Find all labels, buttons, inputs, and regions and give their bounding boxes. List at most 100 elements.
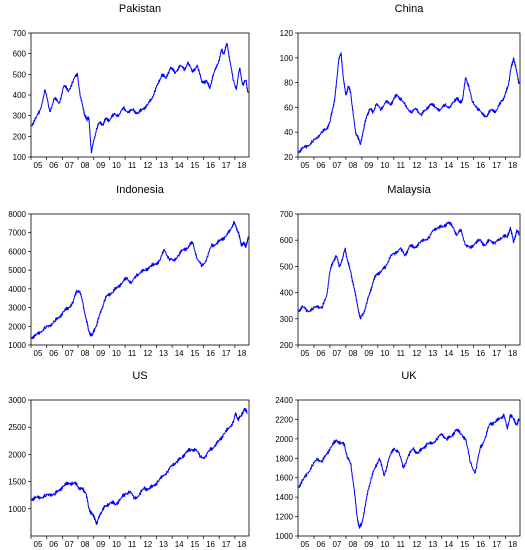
x-tick-label: 14 bbox=[444, 540, 453, 549]
x-tick-label: 09 bbox=[96, 349, 105, 358]
x-tick-label: 12 bbox=[412, 349, 421, 358]
x-tick-label: 17 bbox=[222, 349, 231, 358]
series-line bbox=[297, 413, 520, 529]
x-tick-label: 18 bbox=[237, 540, 246, 549]
x-tick-label: 18 bbox=[508, 540, 517, 549]
y-tick-label: 1800 bbox=[275, 454, 293, 463]
y-tick-label: 5000 bbox=[8, 266, 26, 275]
x-tick-label: 05 bbox=[301, 540, 310, 549]
x-tick-label: 16 bbox=[476, 349, 485, 358]
y-tick-label: 100 bbox=[280, 54, 294, 63]
x-tick-label: 13 bbox=[428, 540, 437, 549]
chart-uk: UK 1000 1200 1400 1600 1800 2000 2200 2400 05 06 07… bbox=[275, 370, 521, 549]
x-tick-label: 11 bbox=[128, 161, 137, 170]
x-tick-label: 06 bbox=[317, 540, 326, 549]
chart-title: Malaysia bbox=[387, 184, 431, 196]
y-tick-label: 700 bbox=[280, 210, 294, 219]
x-tick-label: 09 bbox=[364, 540, 373, 549]
x-tick-label: 10 bbox=[112, 161, 121, 170]
x-tick-label: 11 bbox=[128, 349, 137, 358]
y-tick-label: 1000 bbox=[275, 532, 293, 541]
x-tick-label: 07 bbox=[65, 161, 74, 170]
y-tick-label: 600 bbox=[280, 236, 294, 245]
x-tick-label: 12 bbox=[412, 540, 421, 549]
y-tick-label: 2000 bbox=[275, 435, 293, 444]
x-tick-label: 17 bbox=[222, 161, 231, 170]
x-tick-label: 15 bbox=[190, 349, 199, 358]
x-tick-label: 07 bbox=[332, 540, 341, 549]
x-tick-label: 17 bbox=[222, 540, 231, 549]
y-tick-label: 80 bbox=[284, 79, 293, 88]
x-tick-label: 08 bbox=[348, 161, 357, 170]
x-tick-label: 05 bbox=[301, 349, 310, 358]
x-tick-label: 16 bbox=[476, 540, 485, 549]
plot-frame bbox=[297, 32, 521, 158]
series-line bbox=[30, 221, 249, 340]
chart-title: Pakistan bbox=[119, 3, 161, 15]
x-tick-label: 06 bbox=[49, 540, 58, 549]
x-tick-label: 15 bbox=[460, 540, 469, 549]
y-tick-label: 500 bbox=[280, 262, 294, 271]
x-tick-label: 05 bbox=[34, 161, 43, 170]
x-tick-label: 15 bbox=[190, 540, 199, 549]
x-tick-label: 15 bbox=[460, 349, 469, 358]
x-tick-label: 12 bbox=[143, 349, 152, 358]
x-tick-label: 11 bbox=[397, 540, 406, 549]
x-tick-label: 14 bbox=[444, 161, 453, 170]
y-tick-label: 2500 bbox=[8, 423, 26, 432]
chart-indonesia: Indonesia 1000 2000 3000 4000 5000 6000 7000 800… bbox=[8, 184, 250, 358]
plot-frame bbox=[297, 213, 521, 346]
y-tick-label: 2400 bbox=[275, 396, 293, 405]
x-tick-label: 14 bbox=[175, 349, 184, 358]
plot-frame bbox=[30, 399, 250, 537]
y-tick-label: 200 bbox=[280, 341, 294, 350]
y-tick-label: 1400 bbox=[275, 493, 293, 502]
plot-frame bbox=[30, 213, 250, 346]
x-tick-label: 05 bbox=[34, 540, 43, 549]
y-tick-label: 3000 bbox=[8, 304, 26, 313]
y-tick-label: 120 bbox=[280, 29, 294, 38]
x-tick-label: 09 bbox=[364, 349, 373, 358]
x-tick-label: 07 bbox=[65, 349, 74, 358]
x-tick-label: 14 bbox=[175, 540, 184, 549]
x-tick-label: 13 bbox=[159, 349, 168, 358]
x-tick-label: 08 bbox=[348, 540, 357, 549]
x-tick-label: 07 bbox=[332, 349, 341, 358]
series-line bbox=[297, 52, 520, 154]
chart-title: Indonesia bbox=[116, 184, 165, 196]
y-tick-label: 100 bbox=[13, 153, 27, 162]
x-tick-label: 08 bbox=[81, 161, 90, 170]
x-tick-label: 11 bbox=[397, 349, 406, 358]
x-tick-label: 09 bbox=[96, 161, 105, 170]
x-tick-label: 16 bbox=[206, 161, 215, 170]
chart-title: US bbox=[132, 370, 147, 382]
x-tick-label: 06 bbox=[49, 349, 58, 358]
x-tick-label: 06 bbox=[317, 161, 326, 170]
x-tick-label: 15 bbox=[190, 161, 199, 170]
y-tick-label: 400 bbox=[13, 91, 27, 100]
y-tick-label: 7000 bbox=[8, 229, 26, 238]
x-tick-label: 08 bbox=[81, 349, 90, 358]
chart-us: US 1000 1500 2000 2500 3000 05 06 07 08 09 10 11 12 13… bbox=[8, 370, 250, 549]
x-tick-label: 13 bbox=[428, 349, 437, 358]
x-tick-label: 17 bbox=[492, 540, 501, 549]
x-tick-label: 13 bbox=[428, 161, 437, 170]
y-tick-label: 1200 bbox=[275, 513, 293, 522]
x-tick-label: 14 bbox=[175, 161, 184, 170]
chart-title: China bbox=[395, 3, 425, 15]
plot-frame bbox=[297, 399, 521, 537]
x-tick-label: 06 bbox=[49, 161, 58, 170]
y-tick-label: 200 bbox=[13, 132, 27, 141]
y-tick-label: 400 bbox=[280, 289, 294, 298]
x-tick-label: 15 bbox=[460, 161, 469, 170]
x-tick-label: 10 bbox=[112, 349, 121, 358]
x-tick-label: 10 bbox=[380, 349, 389, 358]
x-tick-label: 09 bbox=[96, 540, 105, 549]
y-tick-label: 1000 bbox=[8, 341, 26, 350]
x-tick-label: 07 bbox=[332, 161, 341, 170]
series-line bbox=[31, 407, 248, 525]
y-tick-label: 1500 bbox=[8, 478, 26, 487]
x-tick-label: 18 bbox=[237, 161, 246, 170]
x-tick-label: 18 bbox=[508, 349, 517, 358]
